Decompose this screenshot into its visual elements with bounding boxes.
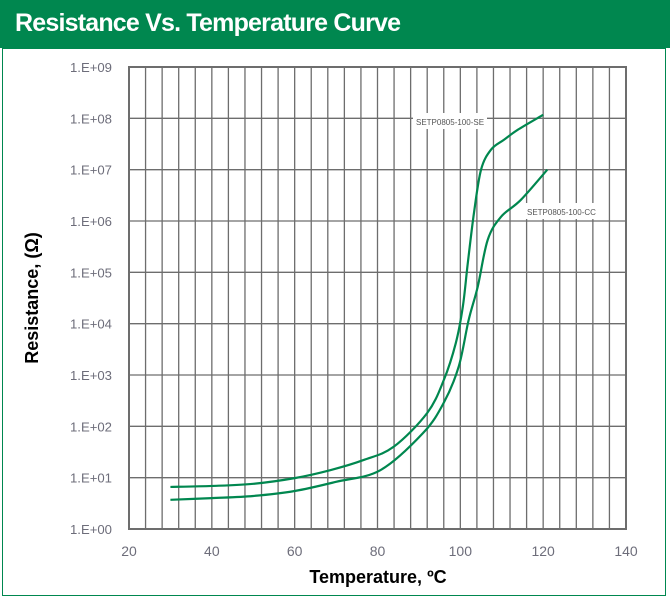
x-tick-label: 100 bbox=[449, 543, 473, 559]
y-tick-label: 1.E+01 bbox=[70, 471, 112, 486]
y-tick-label: 1.E+06 bbox=[70, 214, 112, 229]
y-tick-label: 1.E+00 bbox=[70, 522, 112, 537]
series-line-se bbox=[170, 113, 544, 489]
series-label-se: SETP0805-100-SE bbox=[416, 118, 484, 127]
y-tick-label: 1.E+09 bbox=[70, 60, 112, 75]
series-label-bg bbox=[524, 203, 596, 219]
y-tick-label: 1.E+03 bbox=[70, 368, 112, 383]
y-tick-label: 1.E+02 bbox=[70, 419, 112, 434]
chart-title: Resistance Vs. Temperature Curve bbox=[15, 9, 401, 37]
x-tick-label: 20 bbox=[121, 543, 137, 559]
y-tick-label: 1.E+04 bbox=[70, 317, 112, 332]
y-tick-label: 1.E+07 bbox=[70, 163, 112, 178]
chart-frame bbox=[2, 48, 666, 596]
series-label-cc: SETP0805-100-CC bbox=[527, 208, 596, 217]
x-tick-label: 80 bbox=[370, 543, 386, 559]
series-line-cc bbox=[170, 168, 549, 501]
x-tick-label: 60 bbox=[287, 543, 303, 559]
chart-header: Resistance Vs. Temperature Curve bbox=[0, 0, 670, 48]
series-label-bg bbox=[413, 113, 487, 129]
x-tick-label: 140 bbox=[614, 543, 638, 559]
y-tick-label: 1.E+08 bbox=[70, 111, 112, 126]
plot-area-border bbox=[128, 66, 627, 530]
x-tick-label: 120 bbox=[531, 543, 555, 559]
x-axis-label: Temperature, ºC bbox=[309, 567, 446, 587]
y-axis-label: Resistance, (Ω) bbox=[22, 232, 42, 363]
y-tick-label: 1.E+05 bbox=[70, 265, 112, 280]
x-tick-label: 40 bbox=[204, 543, 220, 559]
